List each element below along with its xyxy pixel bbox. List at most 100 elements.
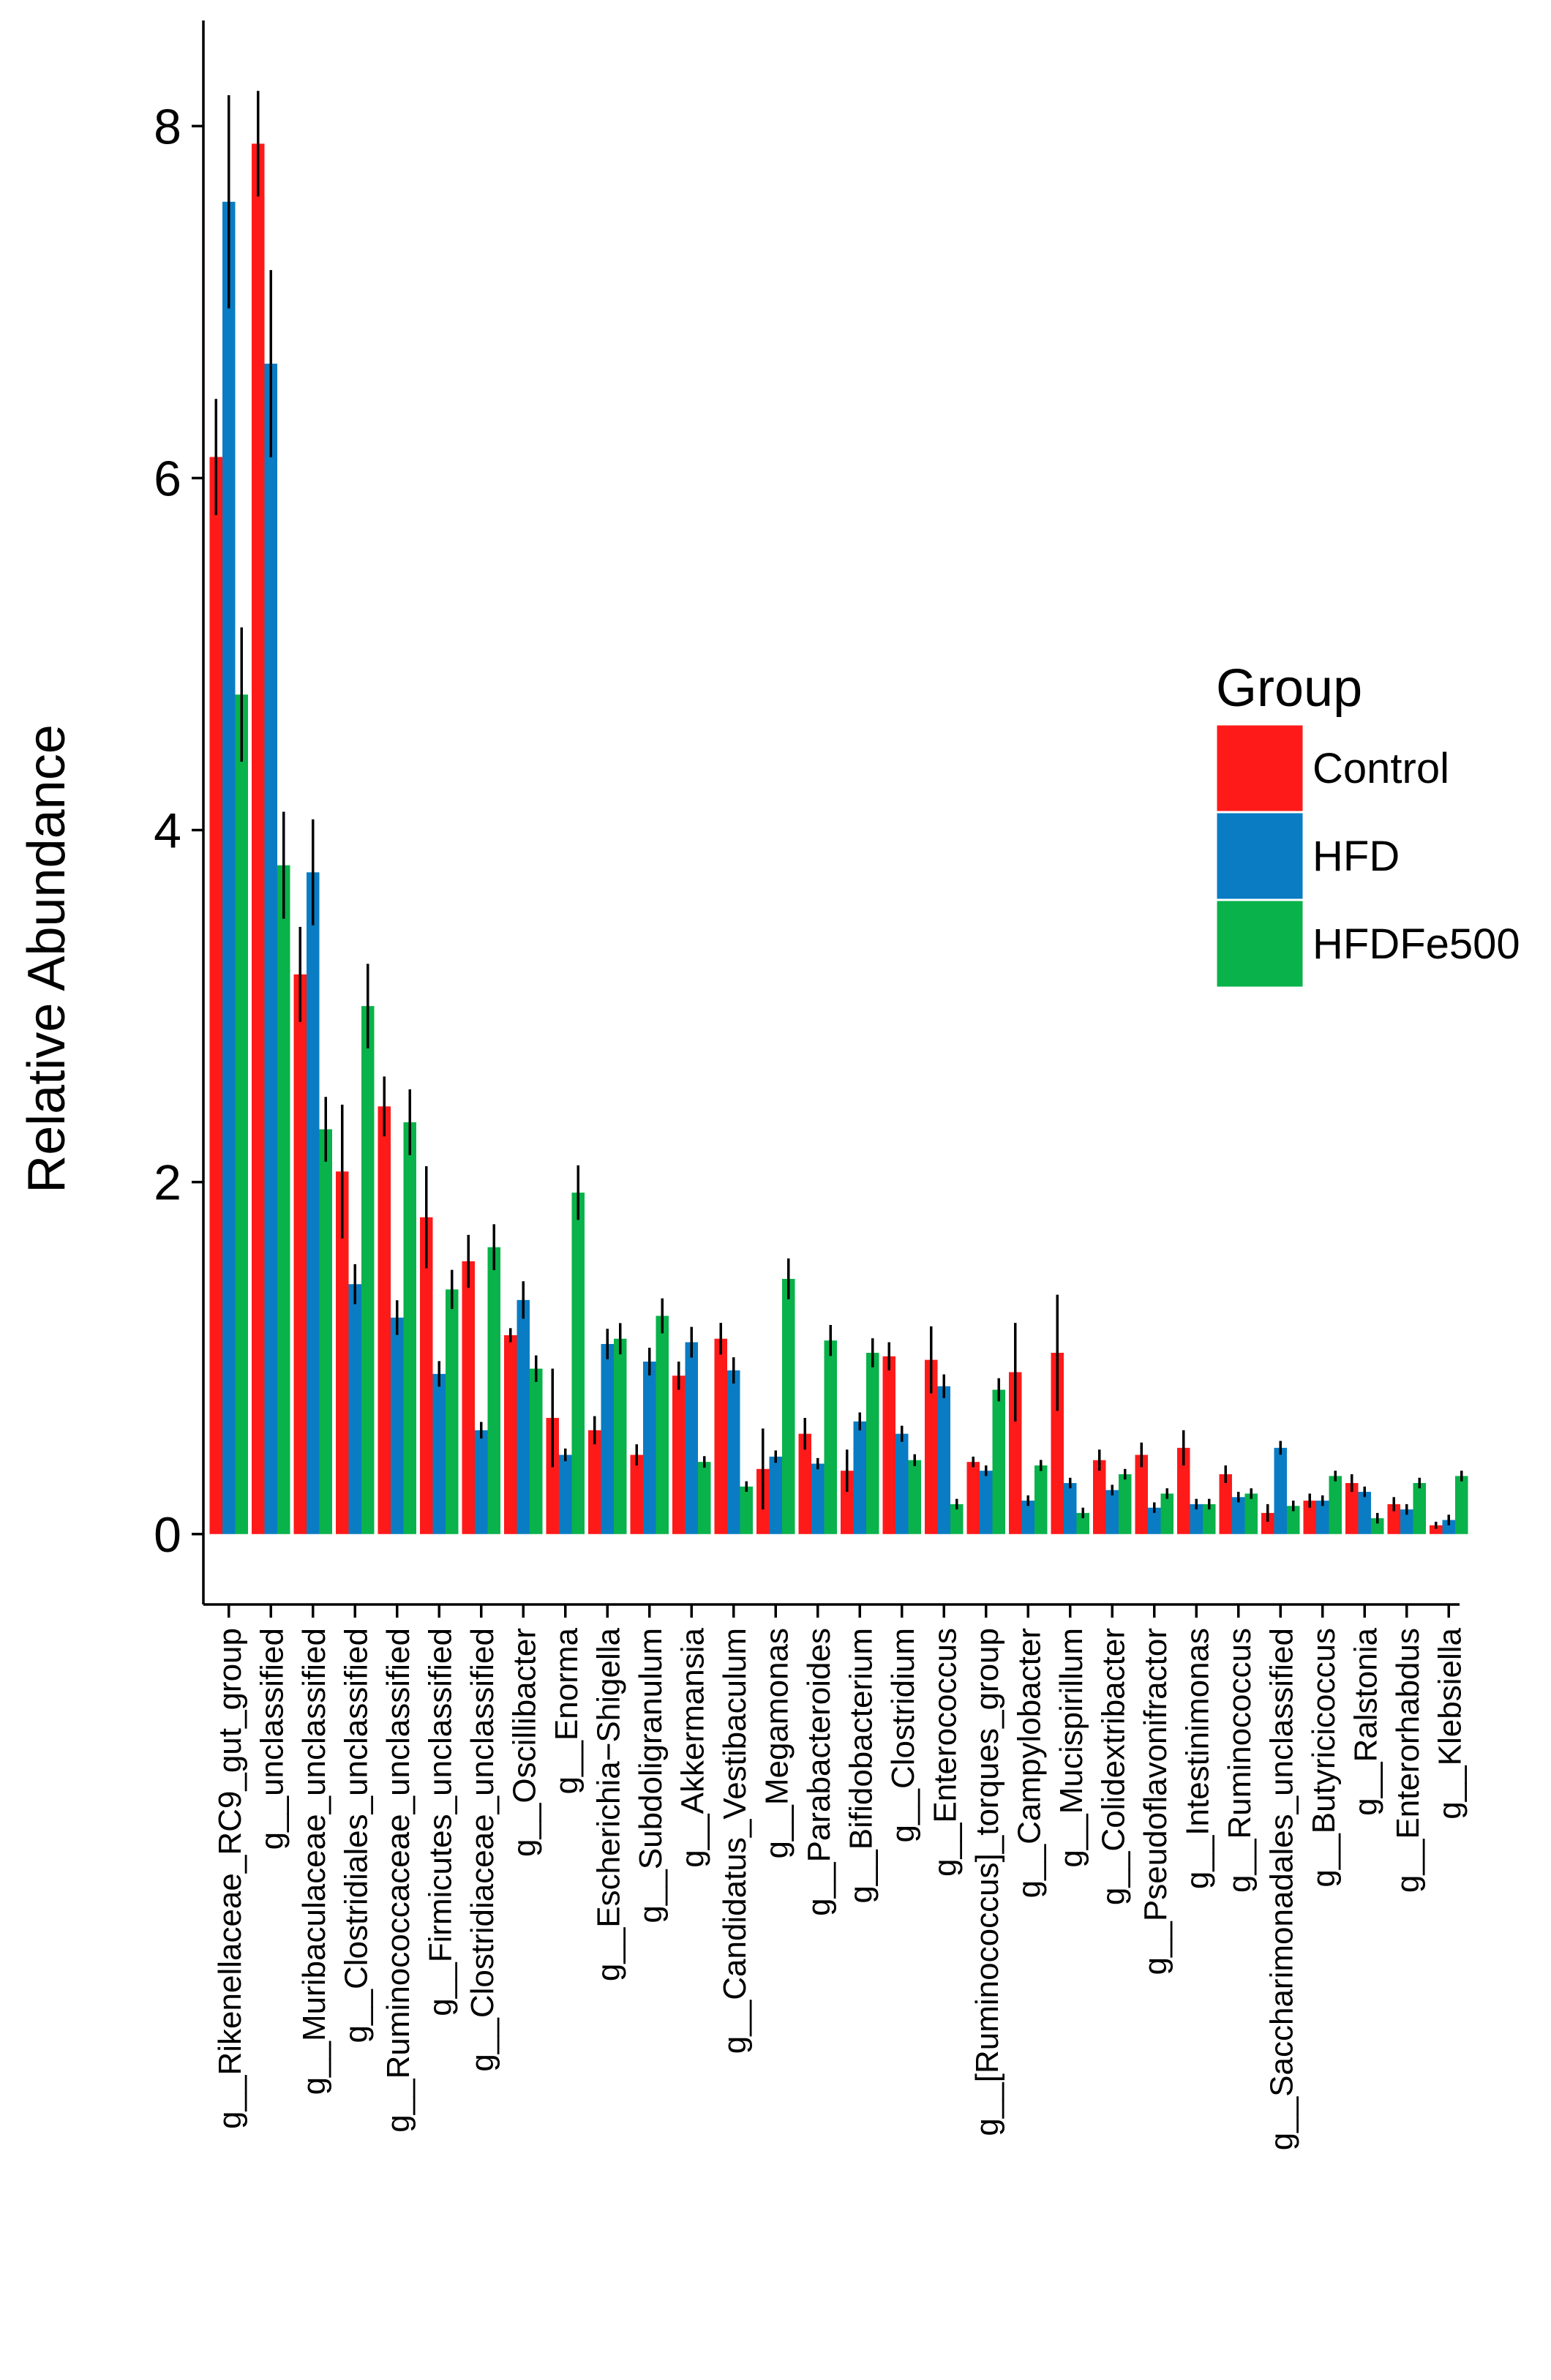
x-tick-label-g-enorma: g__Enorma <box>549 1627 585 1794</box>
bar-hfdfe500-5 <box>446 1289 459 1534</box>
bar-control-29 <box>1430 1525 1443 1534</box>
bar-control-2 <box>293 974 307 1534</box>
x-tick-label-g-klebsiella: g__Klebsiella <box>1432 1627 1468 1819</box>
bar-hfd-21 <box>1105 1490 1119 1534</box>
bar-control-3 <box>336 1171 349 1534</box>
y-tick-label-4: 4 <box>154 803 181 859</box>
x-tick-label-g-ruminococcus-torques-group: g__[Ruminococcus]_torques_group <box>969 1628 1005 2136</box>
bar-hfd-11 <box>685 1342 698 1534</box>
x-tick-label-g-megamonas: g__Megamonas <box>759 1628 795 1859</box>
bar-group-g-ruminococcus-torques-group <box>966 1378 1005 1534</box>
x-tick-label-g-parabacteroides: g__Parabacteroides <box>801 1628 837 1916</box>
bar-hfd-24 <box>1232 1497 1245 1534</box>
bar-group-g-campylobacter <box>1009 1323 1048 1534</box>
bar-hfdfe500-13 <box>782 1278 795 1534</box>
bar-control-25 <box>1261 1512 1274 1534</box>
bar-group-g-ralstonia <box>1345 1474 1384 1534</box>
bar-hfdfe500-16 <box>908 1460 921 1534</box>
bar-hfdfe500-25 <box>1287 1506 1300 1534</box>
bar-group-g-saccharimonadales-unclassified <box>1261 1441 1300 1534</box>
bar-hfd-2 <box>307 872 320 1534</box>
bar-control-15 <box>841 1471 854 1534</box>
bar-hfdfe500-21 <box>1119 1474 1132 1534</box>
bar-group-g-subdoligranulum <box>630 1298 669 1534</box>
bar-group-g-firmicutes-unclassified <box>420 1166 459 1534</box>
bar-hfd-19 <box>1021 1501 1034 1534</box>
bar-hfd-15 <box>853 1421 866 1534</box>
bar-control-22 <box>1135 1454 1148 1534</box>
bar-group-g-pseudoflavonifractor <box>1135 1442 1173 1534</box>
legend-label-hfdfe500: HFDFe500 <box>1312 920 1520 968</box>
x-tick-label-g-candidatus-vestibaculum: g__Candidatus_Vestibaculum <box>717 1628 753 2054</box>
bar-hfdfe500-18 <box>992 1389 1005 1534</box>
x-tick-label-g-clostridium: g__Clostridium <box>885 1628 921 1842</box>
bar-hfd-1 <box>264 364 277 1534</box>
bar-hfdfe500-4 <box>403 1122 416 1534</box>
bar-hfd-29 <box>1442 1520 1455 1534</box>
legend-key-hfdfe500 <box>1214 898 1305 989</box>
bar-control-28 <box>1387 1504 1400 1534</box>
bar-group-g-ruminococcus <box>1219 1465 1258 1534</box>
bar-control-20 <box>1051 1353 1064 1534</box>
bar-hfdfe500-14 <box>824 1340 837 1534</box>
bar-group-g-colidextribacter <box>1093 1449 1132 1534</box>
bar-hfdfe500-10 <box>656 1315 669 1534</box>
bar-hfd-27 <box>1358 1492 1371 1534</box>
bar-hfdfe500-9 <box>614 1338 627 1534</box>
bar-hfd-4 <box>391 1317 404 1534</box>
legend-label-control: Control <box>1312 745 1449 792</box>
y-tick-label-6: 6 <box>154 451 181 506</box>
legend-label-hfd: HFD <box>1312 833 1400 880</box>
bar-hfdfe500-23 <box>1203 1504 1216 1534</box>
bar-hfd-6 <box>475 1430 488 1534</box>
x-tick-label-g-escherichia-shigella: g__Escherichia−Shigella <box>590 1627 626 1981</box>
bar-control-5 <box>420 1217 433 1534</box>
bar-group-g-candidatus-vestibaculum <box>714 1323 753 1534</box>
bar-hfdfe500-2 <box>319 1129 332 1534</box>
bar-hfd-18 <box>980 1471 993 1534</box>
bar-control-27 <box>1345 1483 1359 1534</box>
x-tick-label-g-clostridiaceae-unclassified: g__Clostridiaceae_unclassified <box>465 1628 500 2072</box>
bar-hfdfe500-12 <box>740 1486 753 1534</box>
bar-group-g-rikenellaceae-rc9-gut-group <box>209 95 248 1534</box>
axes: 0 2 4 6 8 Relative Abundance <box>18 20 1460 1618</box>
bar-hfdfe500-3 <box>361 1006 375 1534</box>
bar-hfd-5 <box>432 1373 446 1534</box>
bar-hfdfe500-19 <box>1034 1465 1048 1534</box>
bar-control-12 <box>714 1338 727 1534</box>
bar-control-14 <box>798 1433 811 1534</box>
bar-group-g-akkermansia <box>672 1326 711 1534</box>
bar-hfdfe500-20 <box>1076 1512 1089 1534</box>
legend-key-control <box>1214 723 1305 814</box>
bar-control-7 <box>504 1334 517 1534</box>
legend-item-hfdfe500: HFDFe500 <box>1214 898 1520 989</box>
x-tick-label-g-ruminococcaceae-unclassified: g__Ruminococcaceae_unclassified <box>380 1628 416 2133</box>
bar-hfd-3 <box>348 1284 361 1534</box>
bar-group-g-bifidobacterium <box>841 1338 879 1534</box>
x-tick-label-g-mucispirillum: g__Mucispirillum <box>1054 1628 1089 1868</box>
bar-control-9 <box>588 1430 601 1534</box>
bar-control-8 <box>546 1418 559 1534</box>
x-tick-label-g-ralstonia: g__Ralstonia <box>1348 1627 1383 1815</box>
bar-control-4 <box>378 1106 391 1534</box>
bar-group-g-megamonas <box>756 1258 795 1534</box>
x-tick-label-g-ruminococcus: g__Ruminococcus <box>1222 1628 1258 1893</box>
bar-hfdfe500-7 <box>530 1368 543 1534</box>
bar-hfd-7 <box>517 1299 530 1534</box>
bar-control-6 <box>462 1261 475 1534</box>
y-axis-title: Relative Abundance <box>18 724 76 1193</box>
bar-hfdfe500-17 <box>950 1504 964 1534</box>
plot-area <box>209 91 1468 1534</box>
bar-hfdfe500-28 <box>1413 1483 1426 1534</box>
legend-key-hfd <box>1214 811 1305 901</box>
bar-group-g-parabacteroides <box>798 1325 837 1534</box>
bar-control-18 <box>966 1462 980 1534</box>
bar-group-g-clostridiales-unclassified <box>336 964 375 1534</box>
y-tick-label-2: 2 <box>154 1155 181 1211</box>
bar-hfdfe500-27 <box>1371 1518 1384 1534</box>
bar-control-10 <box>630 1454 643 1534</box>
bar-control-24 <box>1219 1474 1232 1534</box>
x-tick-label-g-butyricicoccus: g__Butyricicoccus <box>1306 1628 1342 1888</box>
